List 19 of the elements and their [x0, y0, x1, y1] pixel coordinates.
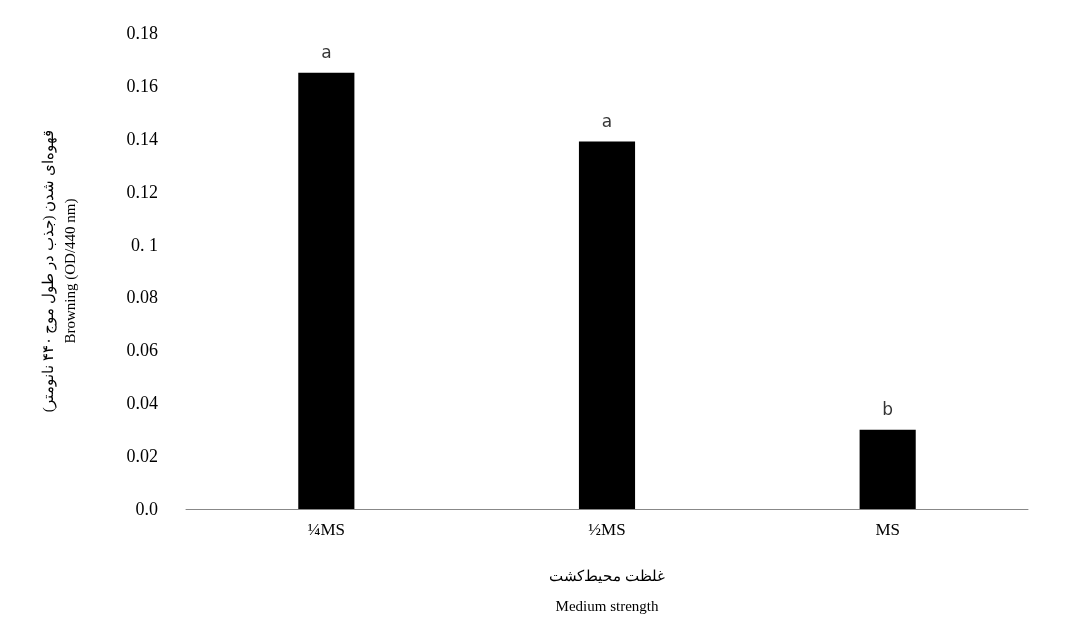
y-tick-label: 0.18 — [126, 23, 158, 43]
y-tick-label: 0.08 — [126, 287, 158, 308]
y-tick-label: 0.0 — [135, 499, 158, 519]
bar — [578, 141, 636, 509]
y-tick-label: 0.16 — [126, 75, 158, 96]
annotation: b — [882, 399, 894, 420]
x-tick-label: MS — [875, 520, 900, 539]
bar — [859, 429, 916, 509]
y-tick-label: 0.12 — [126, 181, 158, 202]
bar — [298, 72, 355, 509]
y-tick-label: 0. 1 — [131, 234, 158, 255]
y-tick-label: 0.02 — [126, 446, 158, 467]
x-tick-label: ¼MS — [307, 520, 345, 539]
y-tick-label: 0.14 — [126, 128, 158, 149]
annotation: a — [601, 110, 613, 131]
x-tick-label: ½MS — [588, 520, 626, 539]
y-tick-label: 0.06 — [126, 340, 158, 361]
annotation: a — [321, 42, 332, 63]
y-tick-label: 0.04 — [126, 393, 158, 414]
